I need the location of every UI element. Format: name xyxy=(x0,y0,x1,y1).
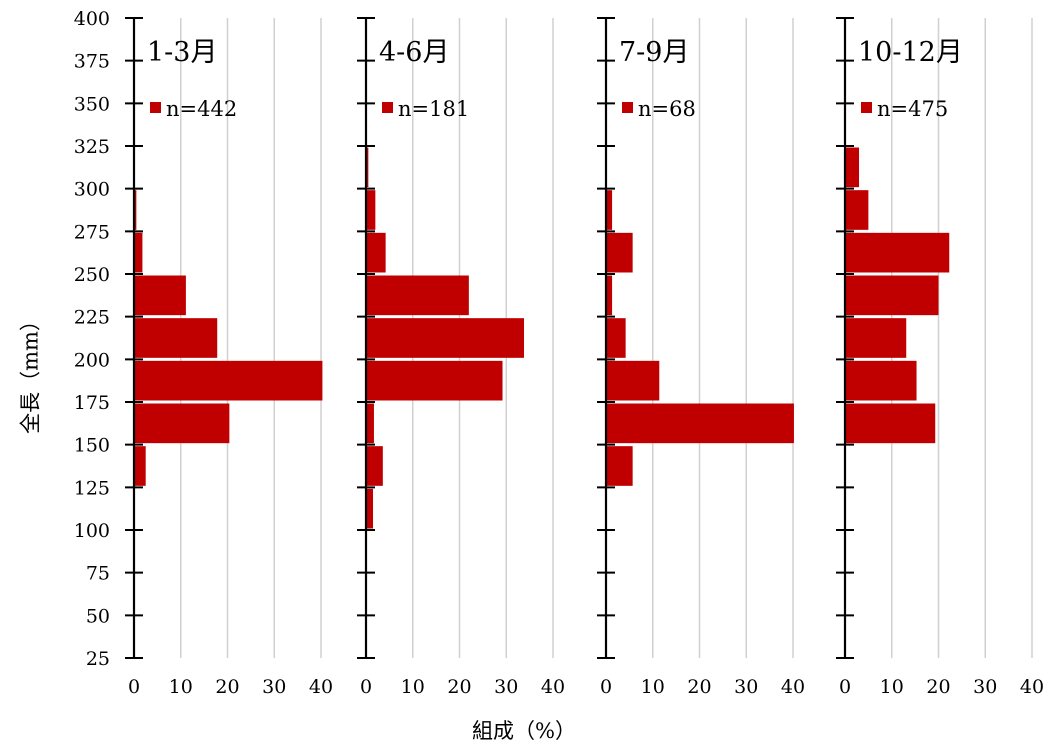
bar xyxy=(606,190,613,230)
y-tick-label: 250 xyxy=(74,264,110,286)
bar xyxy=(845,232,950,273)
bar xyxy=(366,318,525,358)
legend-swatch xyxy=(382,102,393,113)
bar xyxy=(366,446,383,486)
x-tick-label: 10 xyxy=(641,676,665,698)
bar xyxy=(134,446,146,486)
x-tick-label: 10 xyxy=(401,676,425,698)
bar xyxy=(366,403,374,444)
x-tick-label: 40 xyxy=(309,676,333,698)
y-axis-title: 全長（mm） xyxy=(19,310,43,434)
x-tick-label: 40 xyxy=(1020,676,1044,698)
x-tick-label: 40 xyxy=(781,676,805,698)
y-tick-label: 350 xyxy=(74,93,110,115)
panel-title: 4-6月 xyxy=(379,37,449,68)
x-tick-label: 30 xyxy=(262,676,286,698)
bar xyxy=(366,190,376,230)
x-tick-label: 20 xyxy=(215,676,239,698)
y-tick-label: 125 xyxy=(74,477,110,499)
y-tick-label: 200 xyxy=(74,349,110,371)
x-tick-label: 20 xyxy=(926,676,950,698)
y-tick-label: 75 xyxy=(86,563,110,585)
x-tick-label: 0 xyxy=(839,676,851,698)
bar xyxy=(134,403,230,444)
y-tick-label: 400 xyxy=(74,8,110,30)
x-tick-label: 0 xyxy=(600,676,612,698)
x-tick-label: 30 xyxy=(494,676,518,698)
bar xyxy=(606,318,626,358)
bar xyxy=(134,232,143,273)
panel-2: 0 10 20 30 40 4-6月 n=181 xyxy=(357,17,565,698)
panels: 0 10 20 30 40 1-3月 n=442 0 10 20 30 40 4-6月 n=181 0 10 2… xyxy=(125,17,1044,698)
legend-label: n=442 xyxy=(166,97,237,121)
bar xyxy=(845,318,907,358)
y-tick-label: 325 xyxy=(74,136,110,158)
bar xyxy=(134,275,186,316)
panel-title: 10-12月 xyxy=(858,37,963,68)
legend-swatch xyxy=(622,102,633,113)
bar xyxy=(366,360,503,401)
legend-swatch xyxy=(150,102,161,113)
legend-label: n=475 xyxy=(877,97,948,121)
y-tick-label: 175 xyxy=(74,392,110,414)
y-tick-label: 275 xyxy=(74,221,110,243)
y-tick-labels: 25 50 75 100 125 150 175 200 225 250 275 300 325 350 3… xyxy=(74,8,110,670)
y-tick-label: 100 xyxy=(74,520,110,542)
x-tick-label: 0 xyxy=(360,676,372,698)
y-tick-label: 50 xyxy=(86,605,110,627)
bar xyxy=(606,446,633,486)
panel-title: 1-3月 xyxy=(147,37,217,68)
x-tick-label: 40 xyxy=(541,676,565,698)
bar xyxy=(845,403,936,444)
bar xyxy=(366,275,469,316)
bar xyxy=(606,275,613,316)
x-tick-label: 30 xyxy=(973,676,997,698)
y-tick-label: 25 xyxy=(86,648,110,670)
bar xyxy=(366,147,369,188)
x-tick-label: 20 xyxy=(447,676,471,698)
panel-3: 0 10 20 30 40 7-9月 n=68 xyxy=(597,17,805,698)
x-tick-label: 30 xyxy=(734,676,758,698)
bar xyxy=(606,403,794,444)
x-tick-label: 10 xyxy=(880,676,904,698)
bar xyxy=(845,190,869,230)
legend-label: n=68 xyxy=(638,97,696,121)
legend-label: n=181 xyxy=(398,97,469,121)
x-tick-label: 10 xyxy=(169,676,193,698)
panel-4: 0 10 20 30 40 10-12月 n=475 xyxy=(836,17,1044,698)
panel-title: 7-9月 xyxy=(619,37,689,68)
legend-swatch xyxy=(861,102,872,113)
x-axis-title: 組成（%） xyxy=(472,719,576,743)
bar xyxy=(366,488,374,529)
y-tick-label: 150 xyxy=(74,435,110,457)
y-tick-label: 375 xyxy=(74,51,110,73)
x-tick-label: 0 xyxy=(128,676,140,698)
bar xyxy=(606,232,633,273)
bar xyxy=(366,232,386,273)
bar xyxy=(845,147,860,188)
bar xyxy=(606,360,660,401)
bar xyxy=(845,275,939,316)
panel-1: 0 10 20 30 40 1-3月 n=442 xyxy=(125,17,333,698)
bar xyxy=(134,318,218,358)
x-tick-label: 20 xyxy=(687,676,711,698)
bar xyxy=(134,360,323,401)
bar xyxy=(134,190,137,230)
y-tick-label: 300 xyxy=(74,179,110,201)
y-tick-label: 225 xyxy=(74,307,110,329)
bar xyxy=(845,360,917,401)
